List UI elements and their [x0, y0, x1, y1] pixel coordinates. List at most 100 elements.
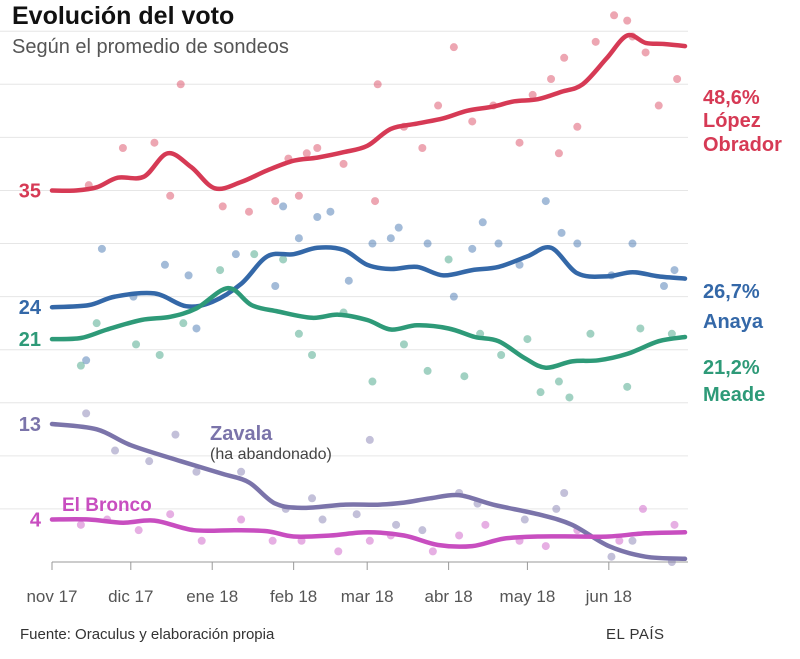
- poll-point: [565, 393, 574, 402]
- poll-point: [586, 329, 595, 338]
- poll-point: [268, 536, 277, 545]
- x-tick-label: ene 18: [186, 587, 238, 606]
- poll-point: [460, 372, 469, 381]
- poll-point: [365, 536, 374, 545]
- poll-point: [554, 377, 563, 386]
- series-name-label: El Bronco: [62, 495, 152, 516]
- poll-point: [132, 340, 141, 349]
- poll-point: [541, 542, 550, 551]
- poll-point: [434, 101, 443, 110]
- poll-point: [628, 536, 637, 545]
- start-value-label: 35: [19, 180, 41, 202]
- poll-point: [192, 467, 201, 476]
- poll-point: [308, 351, 317, 359]
- start-value-label: 24: [19, 297, 42, 319]
- poll-point: [560, 53, 569, 62]
- poll-point: [318, 515, 327, 524]
- poll-point: [573, 122, 582, 131]
- end-value-label: 26,7%: [703, 281, 760, 303]
- start-value-label: 21: [19, 329, 41, 351]
- poll-point: [478, 218, 487, 227]
- poll-point: [150, 138, 159, 147]
- poll-point: [218, 202, 227, 211]
- poll-point: [515, 138, 524, 147]
- poll-point: [636, 324, 645, 333]
- poll-point: [368, 239, 377, 248]
- poll-point: [610, 11, 619, 20]
- x-tick-label: feb 18: [270, 587, 317, 606]
- poll-point: [468, 244, 477, 253]
- x-tick-label: mar 18: [341, 587, 394, 606]
- poll-point: [334, 547, 343, 556]
- x-tick-label: abr 18: [425, 587, 473, 606]
- poll-point: [302, 149, 311, 158]
- poll-point: [294, 191, 303, 200]
- poll-point: [554, 149, 563, 158]
- poll-point: [160, 260, 169, 269]
- poll-point: [118, 144, 127, 152]
- poll-point: [641, 48, 650, 57]
- poll-point: [497, 351, 506, 359]
- poll-point: [166, 191, 175, 200]
- poll-point: [76, 361, 85, 370]
- gridlines: [0, 30, 688, 510]
- line-chart: nov 17 dic 17 ene 18 feb 18 mar 18 abr 18 may …: [0, 11, 782, 606]
- poll-point: [216, 266, 225, 275]
- poll-point: [444, 255, 453, 264]
- poll-point: [638, 504, 647, 513]
- poll-point: [192, 324, 201, 333]
- chart-title: Evolución del voto: [12, 2, 235, 30]
- poll-point: [76, 520, 85, 529]
- poll-point: [573, 239, 582, 248]
- poll-point: [97, 244, 106, 253]
- poll-point: [449, 292, 458, 301]
- poll-point: [670, 520, 679, 529]
- poll-point: [494, 239, 503, 248]
- poll-points: [76, 11, 682, 566]
- series-name-label: Obrador: [703, 134, 782, 156]
- poll-point: [313, 213, 322, 221]
- series-name-label: López: [703, 110, 761, 132]
- trend-line: [49, 517, 688, 549]
- poll-point: [145, 457, 154, 466]
- poll-point: [244, 207, 253, 216]
- poll-point: [237, 467, 246, 476]
- poll-point: [423, 239, 432, 248]
- poll-point: [468, 117, 477, 126]
- poll-point: [392, 520, 401, 529]
- poll-point: [171, 430, 180, 439]
- poll-point: [515, 260, 524, 269]
- poll-point: [308, 494, 317, 503]
- poll-point: [326, 207, 335, 216]
- series-name-label: Anaya: [703, 311, 764, 333]
- poll-point: [591, 37, 600, 46]
- poll-point: [670, 266, 679, 275]
- start-value-label: 4: [30, 510, 42, 532]
- poll-point: [313, 144, 322, 152]
- poll-point: [673, 75, 682, 83]
- poll-point: [197, 536, 206, 545]
- poll-point: [623, 16, 632, 25]
- poll-point: [352, 510, 361, 519]
- poll-point: [184, 271, 193, 280]
- trend-line: [49, 32, 688, 193]
- poll-point: [615, 536, 624, 545]
- poll-point: [371, 197, 380, 206]
- poll-point: [231, 250, 240, 259]
- x-axis: nov 17 dic 17 ene 18 feb 18 mar 18 abr 18 may …: [26, 561, 688, 606]
- poll-point: [536, 388, 545, 397]
- poll-point: [418, 144, 427, 152]
- poll-point: [428, 547, 437, 556]
- poll-point: [449, 43, 458, 52]
- series-name-label: Meade: [703, 384, 765, 406]
- poll-point: [82, 356, 91, 365]
- poll-point: [399, 340, 408, 349]
- poll-point: [418, 526, 427, 535]
- poll-point: [279, 255, 288, 264]
- series-name-label: Zavala: [210, 423, 273, 445]
- poll-point: [111, 446, 120, 455]
- poll-point: [82, 409, 91, 418]
- poll-point: [547, 75, 556, 83]
- poll-point: [271, 282, 280, 290]
